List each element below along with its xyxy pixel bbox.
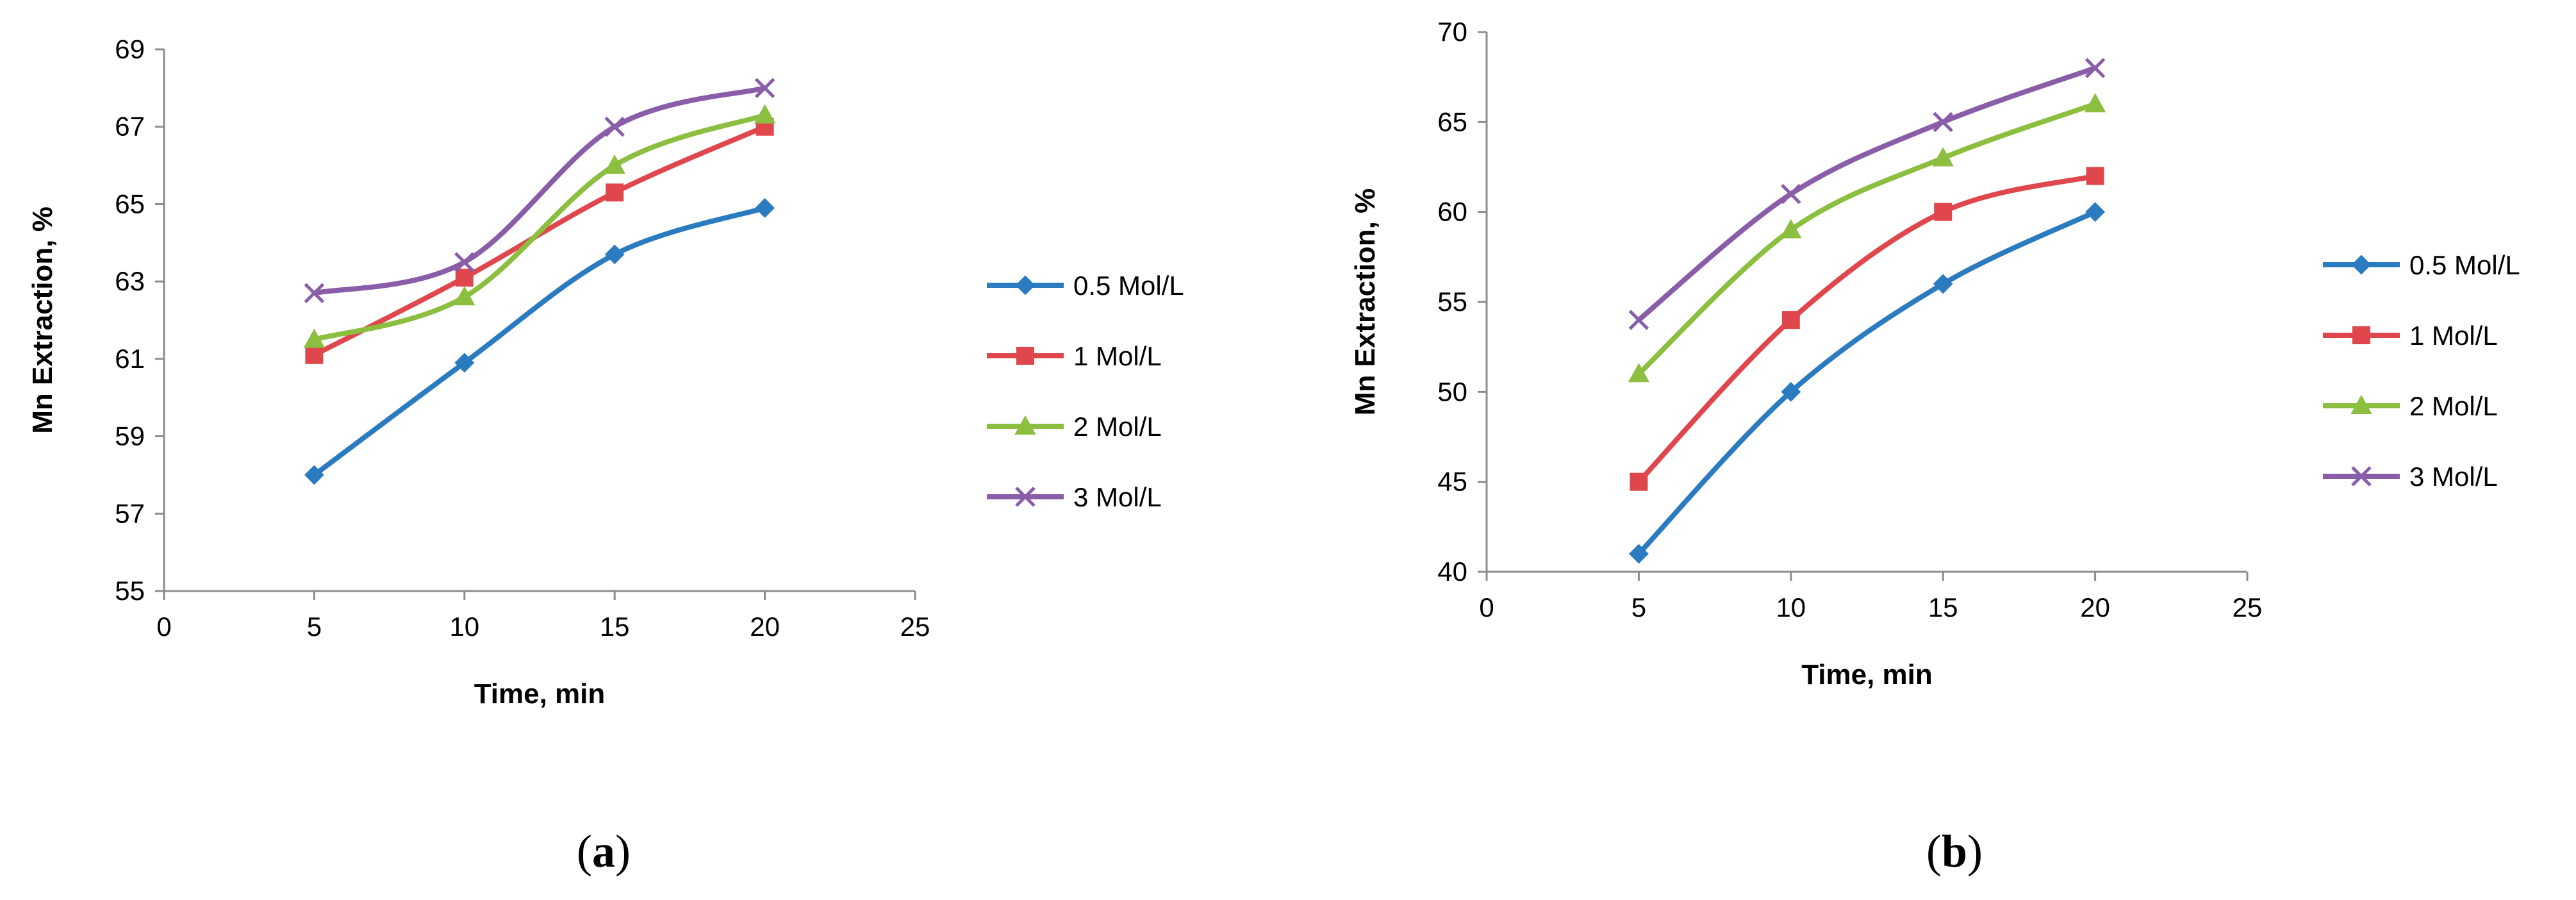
data-point bbox=[304, 465, 324, 485]
series-line bbox=[1636, 209, 2098, 556]
legend-label: 0.5 Mol/L bbox=[1073, 271, 1184, 301]
panel-label: (b) bbox=[1926, 826, 1983, 877]
series-line bbox=[311, 205, 768, 478]
x-tick-label: 20 bbox=[2080, 592, 2110, 622]
legend-label: 2 Mol/L bbox=[1073, 412, 1162, 442]
data-point bbox=[454, 286, 475, 306]
series-line bbox=[311, 124, 768, 358]
series-line bbox=[1636, 65, 2098, 323]
data-point bbox=[754, 104, 776, 124]
series-line bbox=[1636, 173, 2098, 485]
y-tick-label: 59 bbox=[115, 421, 145, 451]
series-line bbox=[311, 112, 768, 342]
data-point bbox=[1933, 112, 1953, 133]
y-tick-label: 65 bbox=[1437, 106, 1467, 137]
y-tick-label: 70 bbox=[1437, 17, 1467, 47]
y-tick-label: 40 bbox=[1437, 556, 1467, 587]
chart-panel-b: 40 45 50 55 60 65 70 0 5 10 15 20 25 Time, min Mn Extr… bbox=[1350, 17, 2520, 877]
legend-marker bbox=[2350, 394, 2372, 414]
data-point bbox=[454, 252, 475, 272]
legend-label: 1 Mol/L bbox=[2409, 321, 2498, 351]
y-axis-title: Mn Extraction, % bbox=[1350, 188, 1381, 416]
x-tick-label: 25 bbox=[900, 612, 930, 642]
x-tick-label: 5 bbox=[1631, 592, 1646, 622]
data-point bbox=[1780, 219, 1802, 238]
y-tick-label: 55 bbox=[115, 576, 145, 606]
data-point bbox=[604, 154, 625, 174]
x-tick-label: 10 bbox=[449, 612, 479, 642]
panel-label: (a) bbox=[577, 826, 631, 877]
x-tick-label: 0 bbox=[1479, 592, 1494, 622]
data-point bbox=[1781, 311, 1800, 329]
y-tick-label: 61 bbox=[115, 344, 145, 374]
chart-panel-a: 55 57 59 61 63 65 67 69 0 5 10 15 20 25 Time, min Mn Ex… bbox=[27, 34, 1184, 877]
y-tick-label: 45 bbox=[1437, 467, 1467, 497]
data-point bbox=[754, 78, 775, 99]
data-point bbox=[1932, 147, 1954, 167]
legend-marker bbox=[1015, 487, 1036, 507]
data-point bbox=[2084, 93, 2106, 113]
data-point bbox=[305, 346, 324, 364]
y-tick-label: 60 bbox=[1437, 197, 1467, 227]
legend-label: 3 Mol/L bbox=[1073, 482, 1162, 512]
data-point bbox=[1628, 544, 1649, 564]
legend-label: 0.5 Mol/L bbox=[2409, 250, 2520, 280]
data-point bbox=[604, 116, 625, 137]
data-point bbox=[303, 328, 326, 348]
y-tick-label: 63 bbox=[115, 266, 145, 296]
data-point bbox=[1630, 472, 1648, 491]
legend-label: 3 Mol/L bbox=[2409, 462, 2498, 492]
data-point bbox=[755, 198, 775, 218]
data-point bbox=[2086, 167, 2104, 185]
data-point bbox=[1628, 363, 1650, 383]
x-tick-label: 0 bbox=[156, 612, 171, 642]
y-tick-label: 67 bbox=[115, 112, 145, 142]
x-tick-label: 15 bbox=[600, 612, 630, 642]
legend-marker bbox=[2351, 466, 2372, 487]
data-point bbox=[455, 269, 474, 287]
x-tick-label: 25 bbox=[2233, 592, 2263, 622]
data-point bbox=[604, 244, 625, 265]
x-tick-label: 10 bbox=[1776, 592, 1806, 622]
data-point bbox=[454, 353, 475, 373]
x-axis-title: Time, min bbox=[474, 678, 606, 710]
legend-marker bbox=[2352, 326, 2370, 344]
series-line bbox=[311, 85, 768, 296]
x-tick-label: 20 bbox=[750, 612, 780, 642]
y-tick-label: 50 bbox=[1437, 376, 1467, 406]
y-tick-label: 69 bbox=[115, 34, 145, 64]
data-point bbox=[1781, 381, 1801, 402]
legend-marker bbox=[1014, 415, 1036, 435]
legend-marker bbox=[1015, 275, 1036, 296]
series-line bbox=[1636, 101, 2098, 377]
data-point bbox=[2085, 202, 2106, 222]
legend-label: 1 Mol/L bbox=[1073, 341, 1162, 371]
legend-label: 2 Mol/L bbox=[2409, 391, 2498, 421]
y-tick-label: 57 bbox=[115, 498, 145, 528]
data-point bbox=[2085, 58, 2106, 78]
y-axis-title: Mn Extraction, % bbox=[27, 206, 58, 434]
x-axis-title: Time, min bbox=[1801, 659, 1933, 690]
data-point bbox=[1933, 274, 1953, 294]
legend-marker bbox=[1016, 347, 1034, 365]
legend-marker bbox=[2351, 254, 2372, 275]
data-point bbox=[1781, 183, 1801, 204]
data-point bbox=[1628, 310, 1649, 330]
data-point bbox=[304, 283, 325, 304]
x-tick-label: 15 bbox=[1928, 592, 1958, 622]
y-tick-label: 55 bbox=[1437, 287, 1467, 317]
y-tick-label: 65 bbox=[115, 188, 145, 219]
data-point bbox=[1934, 203, 1953, 221]
x-tick-label: 5 bbox=[307, 612, 322, 642]
data-point bbox=[606, 183, 624, 202]
